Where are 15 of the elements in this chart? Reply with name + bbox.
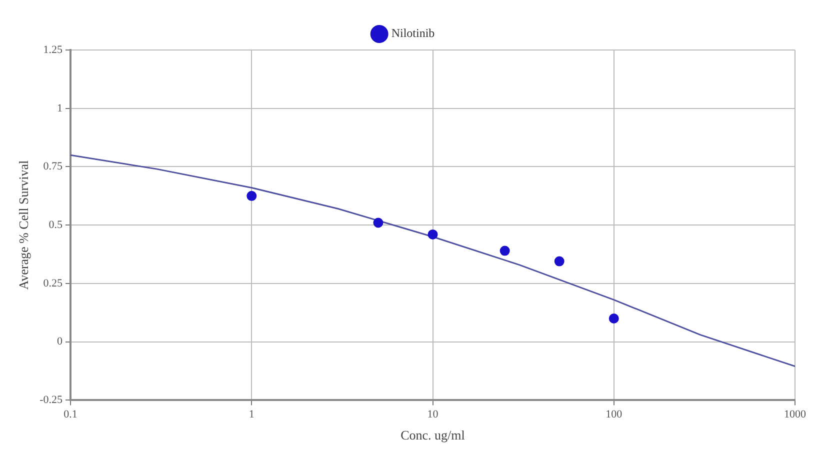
x-tick-label: 1 xyxy=(248,408,254,421)
legend-label: Nilotinib xyxy=(391,26,435,40)
y-axis-title: Average % Cell Survival xyxy=(16,160,32,290)
y-tick-label: 0.5 xyxy=(48,218,64,231)
x-tick-label: 0.1 xyxy=(64,408,78,421)
y-tick-label: 0.25 xyxy=(43,277,64,290)
y-tick-label: 1 xyxy=(57,102,63,114)
y-tick-label: -0.25 xyxy=(40,394,64,406)
y-tick-label: 0.75 xyxy=(43,160,64,173)
x-tick-label: 10 xyxy=(427,408,439,421)
y-tick-label: 0 xyxy=(57,336,64,348)
x-tick-label: 1000 xyxy=(784,408,806,421)
x-axis-title: Conc. ug/ml xyxy=(400,428,466,443)
x-tick-label: 100 xyxy=(606,408,623,421)
y-tick-label: 1.25 xyxy=(43,44,64,56)
